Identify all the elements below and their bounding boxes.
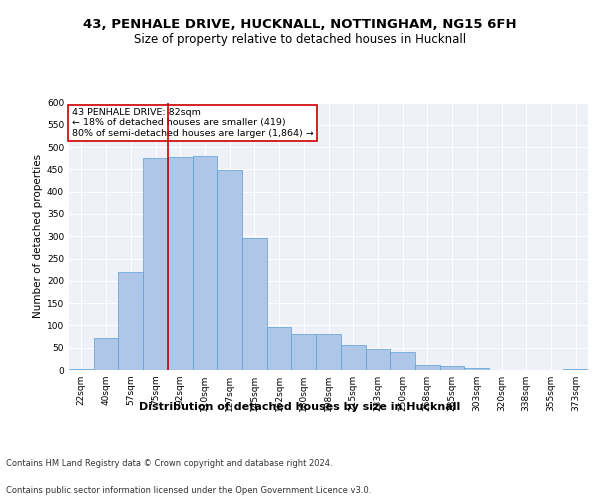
Bar (143, 158, 168, 370)
Text: Contains public sector information licensed under the Open Government Licence v3: Contains public sector information licen… (6, 486, 371, 495)
Bar (267, 327, 292, 370)
Bar (563, 368, 588, 370)
Bar (292, 334, 316, 370)
Text: Size of property relative to detached houses in Hucknall: Size of property relative to detached ho… (134, 32, 466, 46)
Bar (415, 364, 440, 370)
Text: 43, PENHALE DRIVE, HUCKNALL, NOTTINGHAM, NG15 6FH: 43, PENHALE DRIVE, HUCKNALL, NOTTINGHAM,… (83, 18, 517, 30)
Text: Contains HM Land Registry data © Crown copyright and database right 2024.: Contains HM Land Registry data © Crown c… (6, 458, 332, 468)
Bar (217, 170, 242, 370)
Bar (365, 349, 390, 370)
Bar (242, 238, 267, 370)
Text: 43 PENHALE DRIVE: 82sqm
← 18% of detached houses are smaller (419)
80% of semi-d: 43 PENHALE DRIVE: 82sqm ← 18% of detache… (71, 108, 313, 138)
Bar (341, 346, 365, 370)
Bar (464, 368, 489, 370)
Bar (390, 352, 415, 370)
Bar (69, 368, 94, 370)
Bar (193, 156, 217, 370)
Bar (316, 334, 341, 370)
Y-axis label: Number of detached properties: Number of detached properties (33, 154, 43, 318)
Text: Distribution of detached houses by size in Hucknall: Distribution of detached houses by size … (139, 402, 461, 412)
Bar (94, 338, 118, 370)
Bar (168, 158, 193, 370)
Bar (118, 272, 143, 370)
Bar (440, 366, 464, 370)
